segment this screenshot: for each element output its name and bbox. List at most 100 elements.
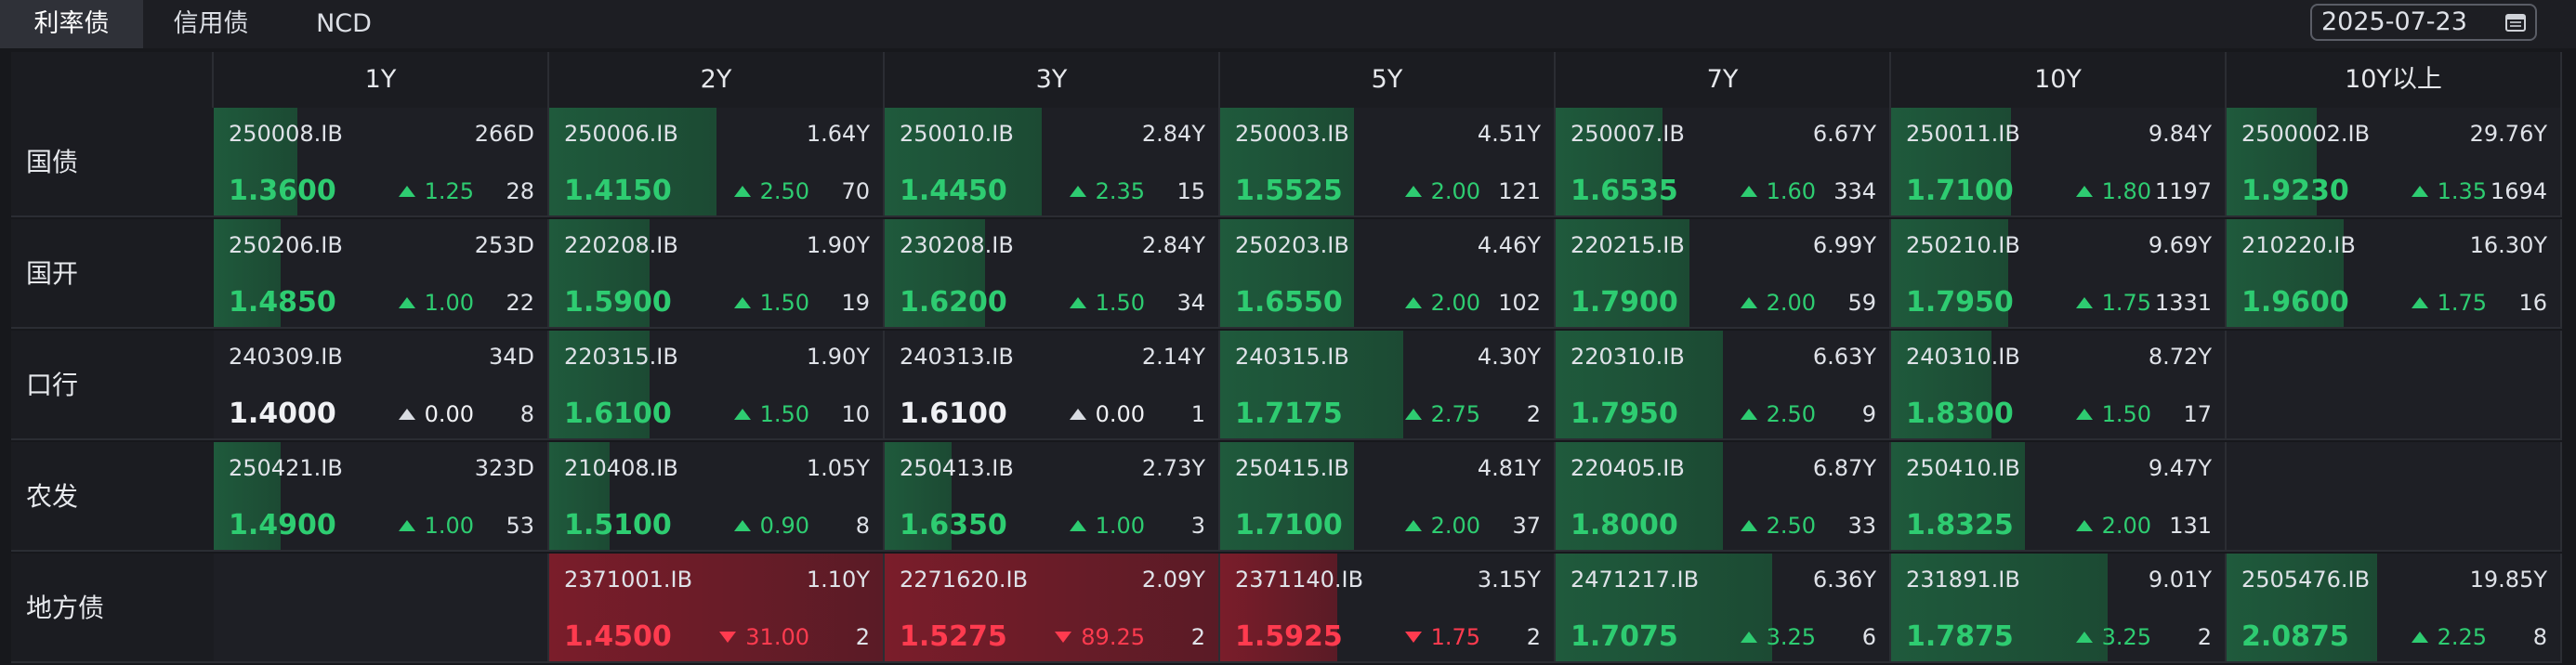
issuer-label: 口行: [11, 331, 214, 440]
issuer-row: 国债 250008.IB 266D 1.3600 1.25 28 250006.IB 1.64…: [11, 108, 2576, 219]
bond-cell[interactable]: 250410.IB 9.47Y 1.8325 2.00 131: [1891, 442, 2227, 552]
bp-change: 0.00: [1043, 401, 1145, 427]
arrow-up-icon: [1740, 520, 1757, 531]
trade-count: 53: [506, 513, 534, 539]
bond-cell[interactable]: 250008.IB 266D 1.3600 1.25 28: [214, 108, 549, 217]
bond-cell[interactable]: 220215.IB 6.99Y 1.7900 2.00 59: [1556, 219, 1891, 329]
change-heat-bar: [885, 108, 1042, 215]
remaining-tenor: 19.85Y: [2469, 567, 2547, 593]
bp-change: 2.00: [1378, 178, 1480, 204]
tab-ncd[interactable]: NCD: [316, 9, 372, 38]
remaining-tenor: 6.63Y: [1812, 344, 1876, 370]
bp-change-value: 1.80: [2101, 178, 2151, 204]
trade-count: 1: [1190, 401, 1205, 427]
bond-cell[interactable]: 250210.IB 9.69Y 1.7950 1.75 1331: [1891, 219, 2227, 329]
bond-code: 250007.IB: [1571, 121, 1685, 147]
trade-count: 8: [2532, 624, 2547, 650]
yield-value: 1.7175: [1235, 398, 1343, 430]
bond-cell[interactable]: 2500002.IB 29.76Y 1.9230 1.35 1694: [2227, 108, 2562, 217]
bond-cell[interactable]: 250006.IB 1.64Y 1.4150 2.50 70: [549, 108, 885, 217]
bp-change: 1.25: [372, 178, 474, 204]
bond-cell[interactable]: 240309.IB 34D 1.4000 0.00 8: [214, 331, 549, 440]
issuer-row: 国开 250206.IB 253D 1.4850 1.00 22 220208.IB 1.90…: [11, 219, 2576, 331]
change-heat-bar: [885, 442, 952, 550]
bp-change-value: 1.50: [2101, 401, 2151, 427]
bond-cell[interactable]: 210220.IB 16.30Y 1.9600 1.75 16: [2227, 219, 2562, 329]
tenor-header: 2Y: [549, 52, 885, 108]
bp-change: 2.00: [1714, 290, 1816, 316]
bond-cell[interactable]: 250203.IB 4.46Y 1.6550 2.00 102: [1220, 219, 1556, 329]
bond-code: 250010.IB: [900, 121, 1014, 147]
yield-value: 1.6100: [900, 398, 1007, 430]
bond-cell[interactable]: 250421.IB 323D 1.4900 1.00 53: [214, 442, 549, 552]
bond-code: 250203.IB: [1235, 232, 1349, 258]
bond-cell[interactable]: 250413.IB 2.73Y 1.6350 1.00 3: [885, 442, 1220, 552]
bond-code: 2471217.IB: [1571, 567, 1700, 593]
change-heat-bar: [885, 219, 985, 327]
change-heat-bar: [1556, 108, 1663, 215]
remaining-tenor: 2.09Y: [1141, 567, 1205, 593]
change-heat-bar: [1220, 108, 1354, 215]
bp-change: 1.75: [2049, 290, 2151, 316]
bp-change: 1.00: [1043, 513, 1145, 539]
arrow-up-icon: [2075, 632, 2093, 643]
change-heat-bar: [1556, 442, 1723, 550]
yield-value: 1.7950: [1571, 398, 1678, 430]
bond-code: 250415.IB: [1235, 455, 1349, 481]
bond-cell[interactable]: 220405.IB 6.87Y 1.8000 2.50 33: [1556, 442, 1891, 552]
bond-cell[interactable]: 250415.IB 4.81Y 1.7100 2.00 37: [1220, 442, 1556, 552]
bond-cell[interactable]: 220315.IB 1.90Y 1.6100 1.50 10: [549, 331, 885, 440]
bp-change: 2.00: [1378, 513, 1480, 539]
date-picker[interactable]: 2025-07-23: [2310, 4, 2537, 41]
arrow-down-icon: [1404, 632, 1422, 643]
issuer-label: 农发: [11, 442, 214, 552]
bond-cell[interactable]: 2505476.IB 19.85Y 2.0875 2.25 8: [2227, 554, 2562, 663]
bond-cell[interactable]: 2371140.IB 3.15Y 1.5925 1.75 2: [1220, 554, 1556, 663]
bond-cell[interactable]: 250003.IB 4.51Y 1.5525 2.00 121: [1220, 108, 1556, 217]
trade-count: 102: [1498, 290, 1541, 316]
tab-credit-bond[interactable]: 信用债: [173, 9, 249, 38]
bp-change-value: 1.25: [424, 178, 474, 204]
date-value: 2025-07-23: [2321, 7, 2467, 36]
bond-cell[interactable]: 240313.IB 2.14Y 1.6100 0.00 1: [885, 331, 1220, 440]
bond-cell[interactable]: 240310.IB 8.72Y 1.8300 1.50 17: [1891, 331, 2227, 440]
trade-count: 33: [1847, 513, 1876, 539]
bond-cell[interactable]: 240315.IB 4.30Y 1.7175 2.75 2: [1220, 331, 1556, 440]
bond-code: 250210.IB: [1906, 232, 2020, 258]
bp-change-value: 2.25: [2437, 624, 2487, 650]
remaining-tenor: 4.30Y: [1477, 344, 1541, 370]
bond-cell[interactable]: 250010.IB 2.84Y 1.4450 2.35 15: [885, 108, 1220, 217]
tenor-header: 10Y: [1891, 52, 2227, 108]
bp-change: 1.50: [1043, 290, 1145, 316]
bond-cell[interactable]: 250011.IB 9.84Y 1.7100 1.80 1197: [1891, 108, 2227, 217]
bond-code: 230208.IB: [900, 232, 1014, 258]
arrow-up-icon: [1404, 520, 1422, 531]
bp-change-value: 2.00: [1766, 290, 1816, 316]
bond-code: 250410.IB: [1906, 455, 2020, 481]
bond-cell[interactable]: 250206.IB 253D 1.4850 1.00 22: [214, 219, 549, 329]
bond-cell[interactable]: 231891.IB 9.01Y 1.7875 3.25 2: [1891, 554, 2227, 663]
bond-code: 210408.IB: [564, 455, 678, 481]
remaining-tenor: 6.87Y: [1812, 455, 1876, 481]
yield-value: 1.4150: [564, 175, 672, 207]
yield-value: 1.6535: [1571, 175, 1678, 207]
tenor-header: 7Y: [1556, 52, 1891, 108]
trade-count: 2: [855, 624, 870, 650]
bond-cell[interactable]: 220208.IB 1.90Y 1.5900 1.50 19: [549, 219, 885, 329]
bond-cell[interactable]: 250007.IB 6.67Y 1.6535 1.60 334: [1556, 108, 1891, 217]
tab-rates-bond[interactable]: 利率债: [0, 0, 143, 48]
yield-value: 1.5925: [1235, 620, 1343, 653]
arrow-up-icon: [398, 409, 415, 420]
remaining-tenor: 2.84Y: [1141, 121, 1205, 147]
bond-cell[interactable]: 210408.IB 1.05Y 1.5100 0.90 8: [549, 442, 885, 552]
change-heat-bar: [1891, 554, 2109, 661]
bond-cell[interactable]: 2371001.IB 1.10Y 1.4500 31.00 2: [549, 554, 885, 663]
bond-cell[interactable]: 220310.IB 6.63Y 1.7950 2.50 9: [1556, 331, 1891, 440]
bond-cell[interactable]: 2471217.IB 6.36Y 1.7075 3.25 6: [1556, 554, 1891, 663]
bond-cell[interactable]: 230208.IB 2.84Y 1.6200 1.50 34: [885, 219, 1220, 329]
trade-count: 2: [2197, 624, 2212, 650]
arrow-up-icon: [1404, 409, 1422, 420]
bond-code: 2505476.IB: [2241, 567, 2371, 593]
arrow-up-icon: [2411, 186, 2428, 197]
bond-cell[interactable]: 2271620.IB 2.09Y 1.5275 89.25 2: [885, 554, 1220, 663]
